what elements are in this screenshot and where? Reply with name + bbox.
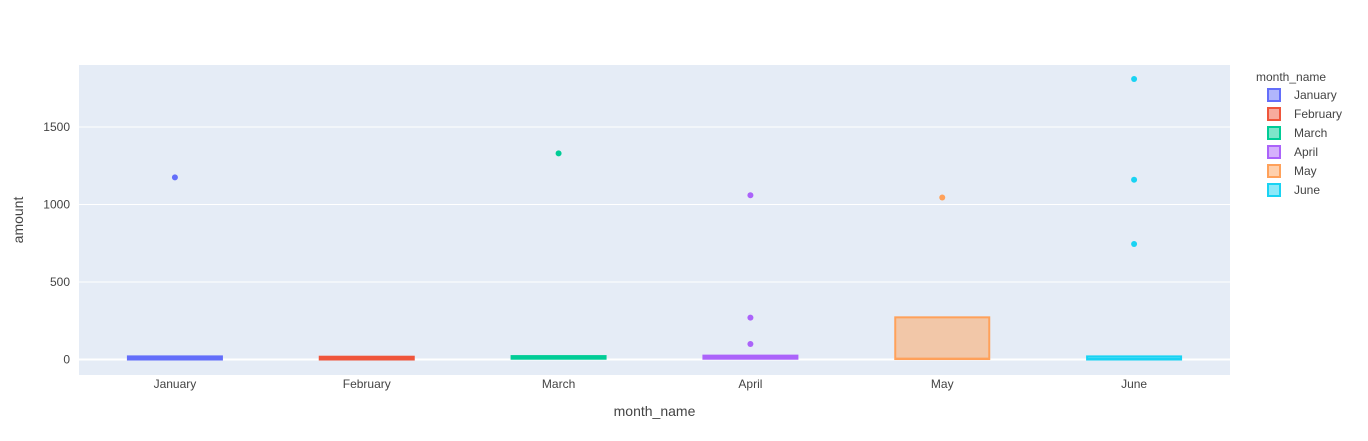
y-tick-label: 1000 xyxy=(43,198,70,212)
y-axis-title: amount xyxy=(10,197,26,244)
x-tick-label: February xyxy=(343,377,391,391)
legend-title: month_name xyxy=(1256,70,1326,84)
legend-swatch xyxy=(1267,145,1281,159)
legend-item-may: May xyxy=(1267,164,1317,178)
box-january xyxy=(126,355,223,361)
outlier-point xyxy=(939,194,946,201)
outlier-points xyxy=(171,75,1138,347)
y-tick-label: 500 xyxy=(50,275,70,289)
x-tick-label: June xyxy=(1121,377,1147,391)
boxes xyxy=(126,316,1183,361)
legend-label: March xyxy=(1294,126,1327,140)
box-may xyxy=(894,316,991,361)
x-tick-label: January xyxy=(154,377,197,391)
legend-item-february: February xyxy=(1267,107,1342,121)
legend-label: June xyxy=(1294,183,1320,197)
legend-item-june: June xyxy=(1267,183,1320,197)
legend-item-march: March xyxy=(1267,126,1327,140)
legend-swatch xyxy=(1267,126,1281,140)
outlier-point xyxy=(747,314,754,321)
outlier-point xyxy=(1131,176,1138,183)
legend-label: May xyxy=(1294,164,1317,178)
legend-items: January February March April May June xyxy=(1267,88,1342,197)
x-axis-title: month_name xyxy=(614,403,696,419)
x-tick-label: March xyxy=(542,377,575,391)
outlier-point xyxy=(747,192,754,199)
outlier-point xyxy=(555,150,562,157)
legend: month_name JanuaryFebruaryMarchAprilMayJ… xyxy=(1256,70,1342,197)
legend-label: February xyxy=(1294,107,1342,121)
legend-label: April xyxy=(1294,145,1318,159)
box-body xyxy=(894,316,991,361)
gridlines xyxy=(79,126,1230,361)
outlier-point xyxy=(1131,75,1138,82)
legend-swatch xyxy=(1267,107,1281,121)
legend-item-april: April xyxy=(1267,145,1318,159)
y-tick-label: 0 xyxy=(63,353,70,367)
x-tick-label: May xyxy=(931,377,954,391)
box-april xyxy=(702,354,799,360)
x-tick-label: April xyxy=(738,377,762,391)
box-june xyxy=(1086,355,1183,361)
legend-swatch xyxy=(1267,164,1281,178)
outlier-point xyxy=(747,341,754,347)
box-march xyxy=(510,355,607,360)
y-axis-ticks: 0 500 1000 1500 xyxy=(43,120,70,367)
legend-swatch xyxy=(1267,88,1281,102)
legend-swatch xyxy=(1267,183,1281,197)
legend-label: January xyxy=(1294,88,1337,102)
legend-item-january: January xyxy=(1267,88,1337,102)
box-february xyxy=(318,355,415,361)
outlier-point xyxy=(1131,241,1138,248)
y-tick-label: 1500 xyxy=(43,120,70,134)
x-axis-ticks: January February March April May June xyxy=(154,377,1148,391)
outlier-point xyxy=(171,174,178,181)
plot-background xyxy=(79,65,1230,375)
